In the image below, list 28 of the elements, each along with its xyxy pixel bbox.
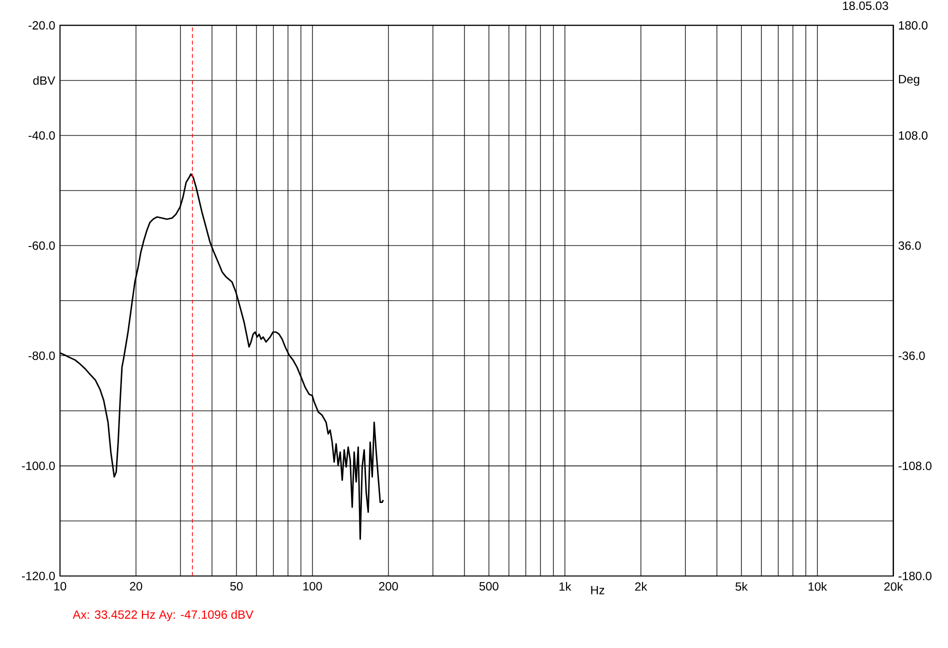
y-tick-label: -40.0 xyxy=(28,131,55,140)
x-tick-label: 50 xyxy=(230,582,243,590)
y2-axis-title: Deg xyxy=(899,75,920,86)
y-axis-title: dBV xyxy=(33,76,56,85)
x-tick-label: 10k xyxy=(808,582,828,591)
x-tick-label: 20k xyxy=(884,582,903,591)
x-tick-label: 2k xyxy=(635,582,648,591)
y2-tick-label: -180.0 xyxy=(898,572,932,580)
y-tick-label: -80.0 xyxy=(28,351,55,360)
text: Ax: 33.4522 Hz Ay: -47.1096 dBV xyxy=(72,610,254,622)
text: 18.05.03 xyxy=(843,1,888,10)
y-tick-label: -100.0 xyxy=(22,462,55,470)
y2-tick-label: -36.0 xyxy=(898,351,925,360)
y2-tick-label: 36.0 xyxy=(898,241,921,250)
x-tick-label: 100 xyxy=(303,582,322,590)
y-tick-label: -20.0 xyxy=(28,21,55,30)
y2-tick-label: 180.0 xyxy=(898,21,928,30)
x-tick-label: 5k xyxy=(736,582,748,591)
x-tick-label: 10 xyxy=(54,582,66,590)
x-tick-label: 1k xyxy=(560,582,572,591)
x-tick-label: 20 xyxy=(130,582,142,590)
y2-tick-label: 108.0 xyxy=(898,131,928,140)
y2-tick-label: -108.0 xyxy=(898,462,932,470)
y-tick-label: -120.0 xyxy=(22,572,55,580)
x-tick-label: 500 xyxy=(479,582,498,590)
x-axis-title: Hz xyxy=(591,586,604,594)
y-tick-label: -60.0 xyxy=(28,241,55,250)
x-tick-label: 200 xyxy=(379,582,398,590)
